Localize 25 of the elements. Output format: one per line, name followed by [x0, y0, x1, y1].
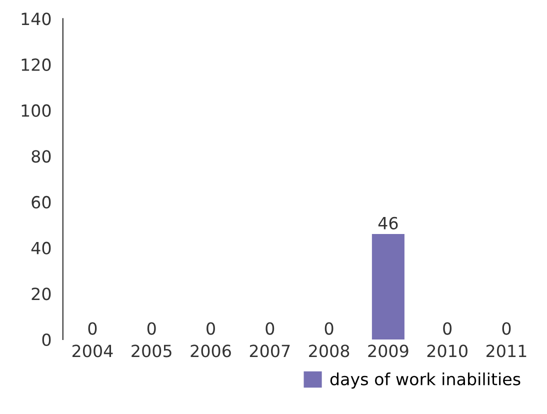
data-label: 0 [502, 322, 511, 335]
x-tick-label: 2008 [309, 344, 350, 358]
x-tick-label: 2010 [427, 344, 468, 358]
data-label: 0 [147, 322, 156, 335]
y-tick-label: 40 [31, 242, 51, 254]
y-tick-label: 120 [22, 58, 51, 72]
data-label: 0 [88, 322, 97, 335]
y-tick-label: 0 [42, 333, 51, 346]
data-label: 0 [206, 322, 215, 335]
y-tick-label: 60 [32, 196, 51, 209]
x-tick-label: 2007 [250, 344, 290, 358]
data-label: 0 [266, 322, 274, 335]
y-tick-label: 20 [32, 288, 51, 300]
y-tick-label: 80 [32, 150, 51, 163]
data-label: 46 [378, 216, 398, 230]
legend-label: days of work inabilities [330, 372, 520, 389]
data-label: 0 [324, 322, 334, 335]
x-tick-label: 2011 [486, 344, 526, 358]
x-tick-label: 2005 [132, 344, 172, 358]
y-tick-label: 140 [22, 12, 51, 26]
data-label: 0 [443, 322, 452, 335]
x-tick-label: 2009 [368, 344, 408, 358]
x-tick-label: 2004 [72, 344, 113, 358]
x-tick-label: 2006 [190, 344, 231, 358]
y-tick-label: 100 [22, 104, 51, 117]
